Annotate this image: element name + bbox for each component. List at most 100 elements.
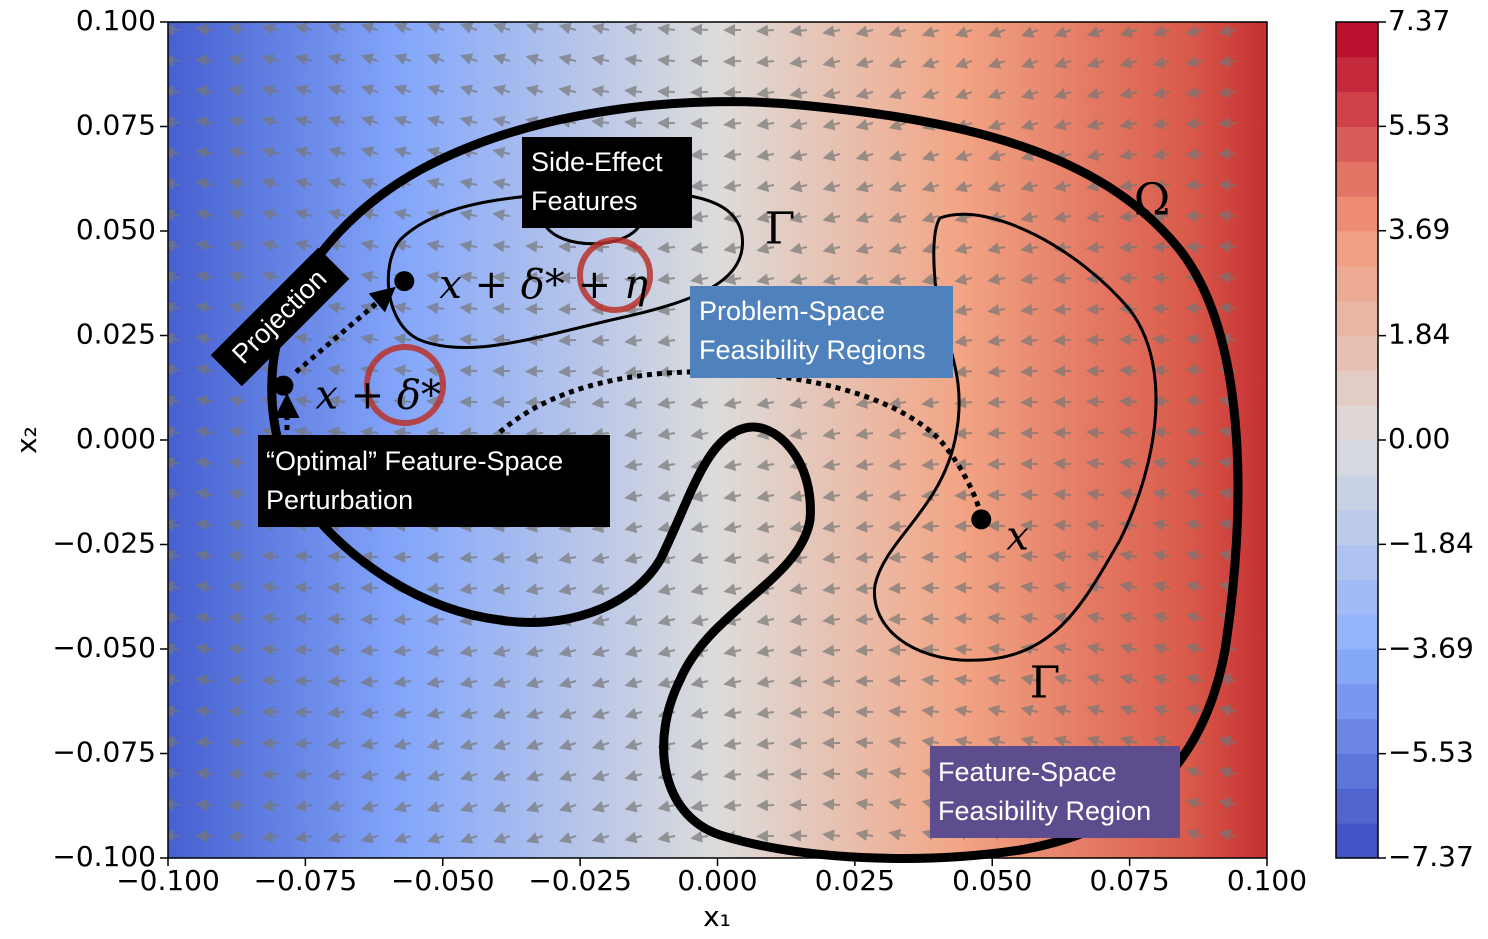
colorbar-band [1336,440,1378,475]
colorbar-tick-label: −7.37 [1388,840,1474,873]
colorbar-band [1336,754,1378,789]
quiver-arrow [1187,246,1203,247]
colorbar-band [1336,719,1378,754]
quiver-arrow [527,371,543,372]
quiver-arrow [1121,370,1137,371]
quiver-arrow [1088,432,1104,433]
colorbar-band [1336,57,1378,92]
colorbar-band [1336,370,1378,405]
quiver-arrow [989,587,1005,588]
colorbar-tick-label: 1.84 [1388,318,1450,351]
annotation-text: “Optimal” Feature-Space [266,446,563,476]
quiver-arrow [527,433,543,434]
quiver-arrow [692,154,708,155]
colorbar-band [1336,127,1378,162]
quiver-arrow [890,711,906,712]
quiver-arrow [725,92,741,93]
colorbar-band [1336,266,1378,301]
colorbar-band [1336,301,1378,336]
quiver-arrow [296,587,312,588]
quiver-arrow [329,681,345,682]
colorbar-tick-label: 5.53 [1388,108,1450,141]
x-tick-label: 0.050 [952,864,1032,897]
colorbar-band [1336,475,1378,510]
colorbar-band [1336,92,1378,127]
colorbar-tick-label: 0.00 [1388,422,1450,455]
annotation-text: Perturbation [266,485,413,515]
quiver-arrow [989,402,1005,403]
quiver-arrow [791,835,807,836]
quiver-arrow [164,804,180,805]
quiver-arrow [890,557,906,558]
point [394,271,414,291]
quiver-arrow [923,649,939,650]
colorbar-band [1336,231,1378,266]
point [273,376,293,396]
quiver-arrow [1055,309,1071,310]
colorbar-tick-label: −1.84 [1388,526,1474,559]
quiver-arrow [230,742,246,743]
quiver-arrow [1088,401,1104,402]
colorbar-band [1336,336,1378,371]
quiver-arrow [395,619,411,620]
quiver-arrow [1121,247,1137,248]
quiver-arrow [791,743,807,744]
quiver-arrow [1220,246,1236,247]
quiver-arrow [560,371,576,372]
quiver-arrow [362,432,378,433]
quiver-arrow [1220,92,1236,93]
quiver-arrow [263,774,279,775]
quiver-arrow [956,433,972,434]
gamma-label: Γ [1030,658,1061,709]
quiver-arrow [329,556,345,557]
y-tick-label: 0.000 [76,422,156,455]
quiver-arrow [1088,309,1104,310]
colorbar-tick-label: 3.69 [1388,213,1450,246]
quiver-arrow [197,773,213,774]
quiver-arrow [1187,308,1203,309]
colorbar-band [1336,161,1378,196]
colorbar: 7.375.533.691.840.00−1.84−3.69−5.53−7.37 [1336,4,1474,873]
quiver-arrow [329,587,345,588]
quiver-arrow [428,557,444,558]
quiver-arrow [230,836,246,837]
point [971,509,991,529]
y-tick-label: 0.025 [76,318,156,351]
gamma-label: Γ [765,204,796,255]
x-axis-label: x₁ [703,900,731,933]
annotation-text: Feasibility Regions [699,335,926,365]
quiver-arrow [989,556,1005,557]
quiver-arrow [1055,340,1071,341]
quiver-arrow [890,588,906,589]
y-tick-label: 0.100 [76,4,156,37]
colorbar-band [1336,649,1378,684]
colorbar-tick-label: −5.53 [1388,736,1474,769]
quiver-arrow [362,619,378,620]
quiver-arrow [164,835,180,836]
quiver-arrow [527,246,543,247]
quiver-arrow [230,711,246,712]
omega-label: Ω [1134,175,1170,226]
quiver-arrow [263,649,279,650]
quiver-arrow [461,370,477,371]
annotation-text: Side-Effect [531,147,663,177]
quiver-arrow [956,587,972,588]
quiver-arrow [296,712,312,713]
quiver-arrow [164,60,180,61]
quiver-arrow [857,619,873,620]
quiver-arrow [989,433,1005,434]
quiver-arrow [956,495,972,496]
annotation-text: Features [531,186,638,216]
colorbar-band [1336,545,1378,580]
point-label: x + δ* + η [439,262,648,308]
quiver-arrow [1220,215,1236,216]
quiver-arrow [857,773,873,774]
quiver-arrow [329,712,345,713]
quiver-arrow [758,805,774,806]
quiver-arrow [1121,401,1137,402]
x-tick-label: −0.050 [391,864,495,897]
quiver-arrow [494,308,510,309]
quiver-arrow [1055,463,1071,464]
colorbar-band [1336,788,1378,823]
annotation-text: Feature-Space [938,757,1117,787]
